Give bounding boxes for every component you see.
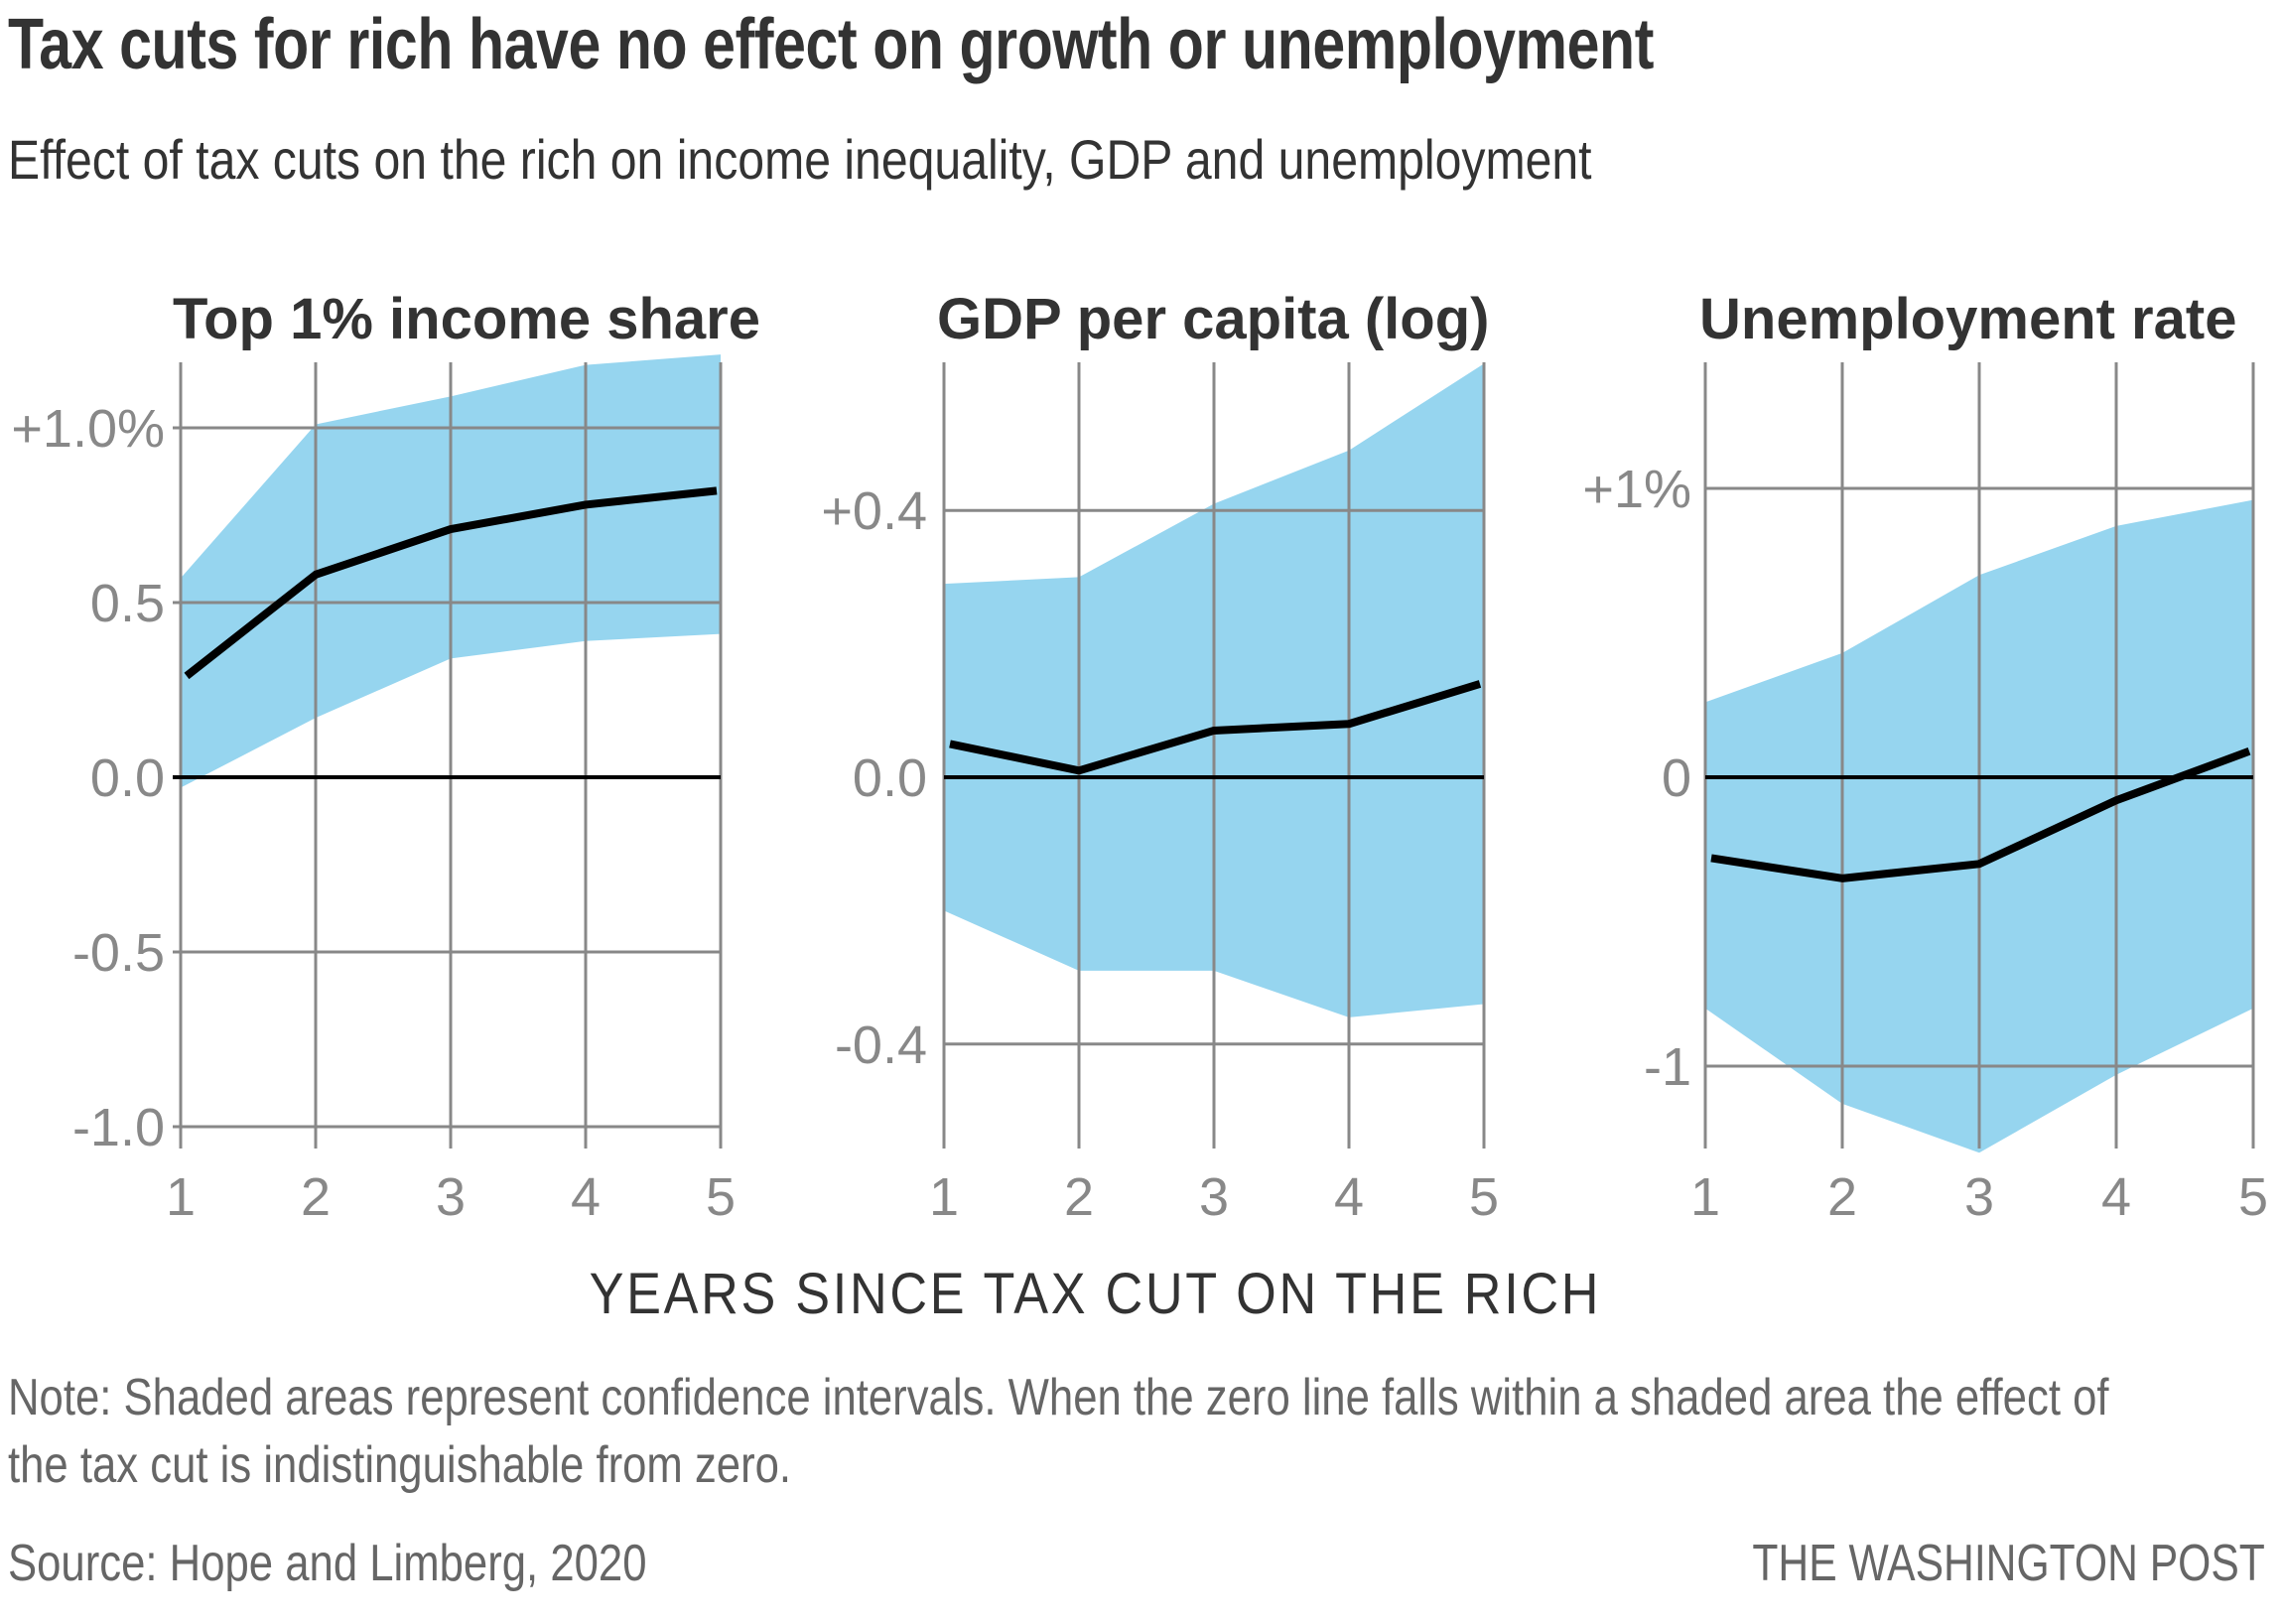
source-line: Source: Hope and Limberg, 2020 bbox=[8, 1535, 647, 1592]
y-tick-label: 0.5 bbox=[90, 574, 165, 633]
x-tick-label: 3 bbox=[436, 1167, 466, 1227]
x-tick-label: 2 bbox=[301, 1167, 331, 1227]
x-tick-label: 2 bbox=[1827, 1167, 1857, 1227]
x-axis-title: YEARS SINCE TAX CUT ON THE RICH bbox=[589, 1262, 1602, 1326]
x-tick-label: 3 bbox=[1199, 1167, 1229, 1227]
chart-subtitle: Effect of tax cuts on the rich on income… bbox=[8, 128, 1592, 191]
x-tick-label: 1 bbox=[929, 1167, 959, 1227]
y-tick-label: 0 bbox=[1662, 748, 1691, 808]
panel-title: Unemployment rate bbox=[1699, 287, 2236, 351]
x-tick-label: 4 bbox=[1334, 1167, 1364, 1227]
y-tick-label: 0.0 bbox=[90, 748, 165, 808]
y-tick-label: +0.4 bbox=[821, 481, 927, 541]
chart-title: Tax cuts for rich have no effect on grow… bbox=[8, 5, 1654, 84]
x-tick-label: 1 bbox=[166, 1167, 196, 1227]
small-multiples-chart: Top 1% income share+1.0%0.50.0-0.5-1.01 2… bbox=[11, 287, 2268, 1227]
y-tick-label: -0.5 bbox=[72, 923, 165, 983]
y-tick-label: +1% bbox=[1582, 460, 1691, 519]
x-tick-label: 3 bbox=[1964, 1167, 1994, 1227]
x-tick-label: 5 bbox=[706, 1167, 736, 1227]
x-tick-label: 4 bbox=[571, 1167, 601, 1227]
x-tick-label: 5 bbox=[1469, 1167, 1499, 1227]
y-tick-label: 0.0 bbox=[853, 748, 927, 808]
panel-title: Top 1% income share bbox=[173, 287, 760, 351]
publisher-credit: THE WASHINGTON POST bbox=[1752, 1535, 2265, 1592]
panel-title: GDP per capita (log) bbox=[937, 287, 1489, 351]
x-tick-label: 5 bbox=[2238, 1167, 2268, 1227]
footnote: Note: Shaded areas represent confidence … bbox=[8, 1369, 2109, 1494]
y-tick-label: -1.0 bbox=[72, 1098, 165, 1157]
y-tick-label: +1.0% bbox=[11, 399, 165, 459]
x-tick-label: 1 bbox=[1690, 1167, 1720, 1227]
x-tick-label: 4 bbox=[2101, 1167, 2131, 1227]
y-tick-label: -1 bbox=[1644, 1037, 1691, 1097]
x-tick-label: 2 bbox=[1064, 1167, 1094, 1227]
y-tick-label: -0.4 bbox=[835, 1015, 927, 1075]
